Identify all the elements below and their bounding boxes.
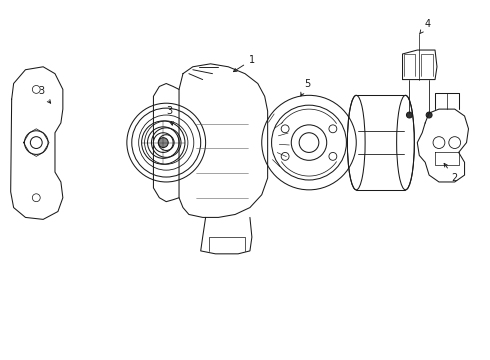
Text: 5: 5 [301, 78, 310, 96]
Text: 1: 1 [233, 55, 255, 72]
Text: 2: 2 [444, 163, 458, 183]
Text: 4: 4 [419, 19, 430, 34]
Circle shape [158, 138, 168, 148]
Circle shape [407, 112, 413, 118]
Circle shape [426, 112, 432, 118]
Text: 3: 3 [166, 106, 173, 125]
Text: 3: 3 [38, 86, 50, 103]
